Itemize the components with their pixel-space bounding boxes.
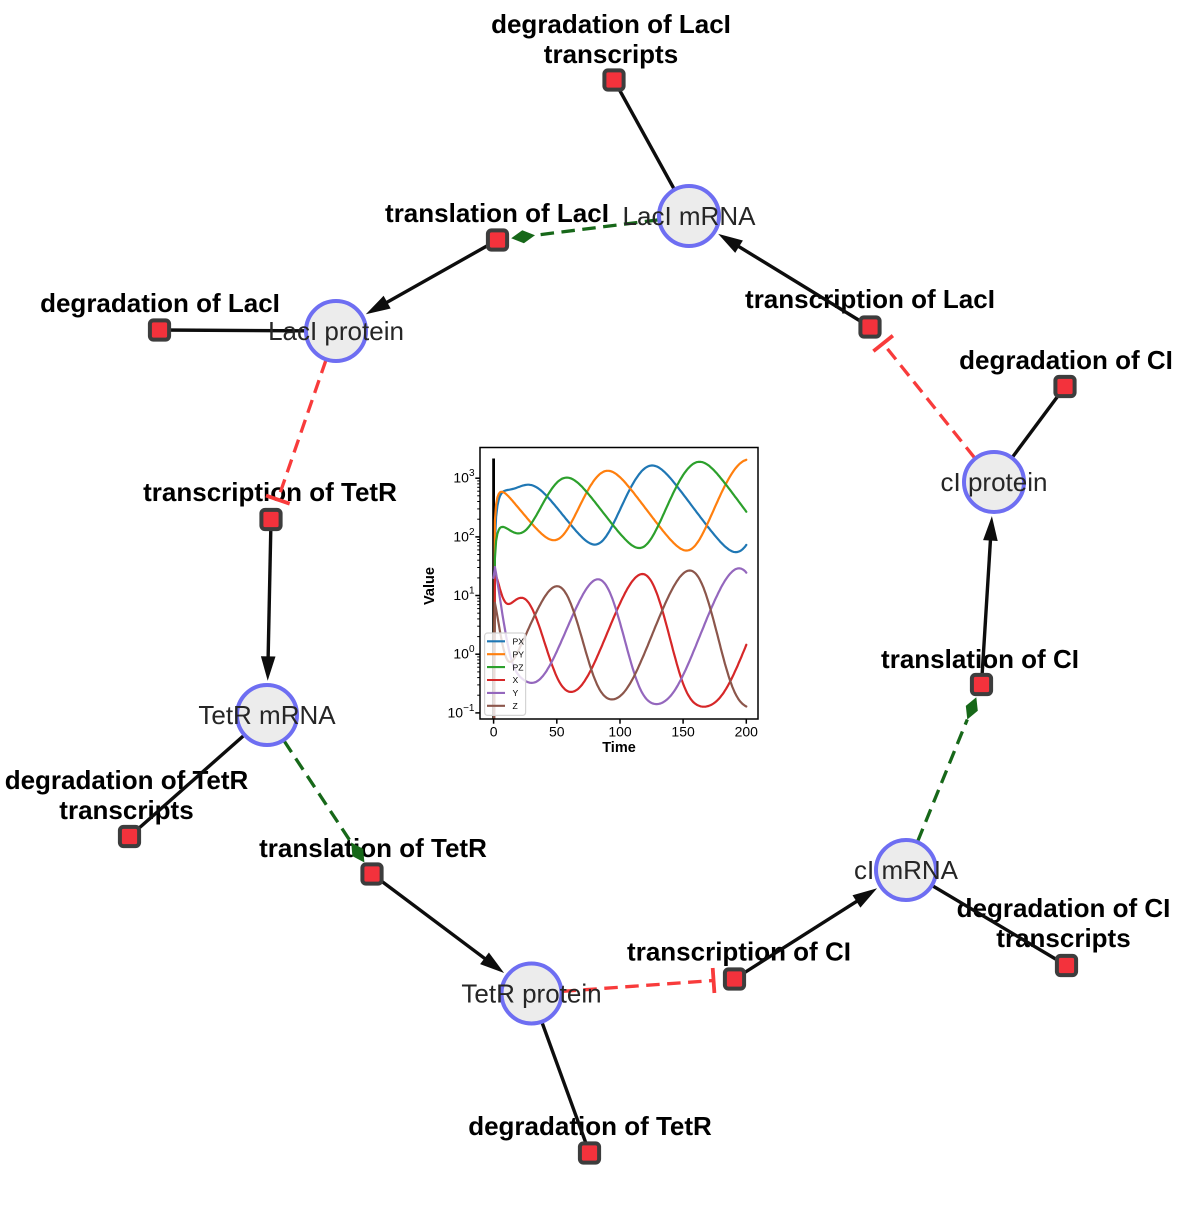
svg-text:degradation of LacI: degradation of LacI xyxy=(491,9,731,39)
svg-text:Value: Value xyxy=(422,567,438,605)
svg-text:X: X xyxy=(513,675,519,685)
svg-text:degradation of CI: degradation of CI xyxy=(959,345,1173,375)
svg-text:cI mRNA: cI mRNA xyxy=(854,855,959,885)
svg-text:transcripts: transcripts xyxy=(996,923,1130,953)
svg-text:200: 200 xyxy=(735,724,759,740)
svg-text:Z: Z xyxy=(513,701,518,711)
svg-text:50: 50 xyxy=(549,724,565,740)
svg-text:PX: PX xyxy=(513,637,525,647)
svg-text:transcription of LacI: transcription of LacI xyxy=(745,284,995,314)
svg-text:Y: Y xyxy=(513,688,519,698)
svg-text:150: 150 xyxy=(671,724,695,740)
svg-text:100: 100 xyxy=(608,724,632,740)
svg-text:Time: Time xyxy=(602,740,636,756)
svg-text:degradation of TetR: degradation of TetR xyxy=(5,765,249,795)
svg-text:degradation of TetR: degradation of TetR xyxy=(468,1111,712,1141)
svg-text:0: 0 xyxy=(490,724,498,740)
svg-text:transcription of CI: transcription of CI xyxy=(627,937,851,967)
svg-text:LacI protein: LacI protein xyxy=(268,316,404,346)
svg-text:LacI mRNA: LacI mRNA xyxy=(623,201,757,231)
svg-text:translation of CI: translation of CI xyxy=(881,644,1079,674)
svg-text:TetR protein: TetR protein xyxy=(461,979,601,1009)
svg-text:degradation of LacI: degradation of LacI xyxy=(40,288,280,318)
svg-text:cI protein: cI protein xyxy=(941,467,1048,497)
svg-text:PY: PY xyxy=(513,649,525,659)
svg-text:degradation of CI: degradation of CI xyxy=(957,893,1171,923)
svg-text:PZ: PZ xyxy=(513,662,524,672)
svg-text:translation of LacI: translation of LacI xyxy=(385,198,609,228)
svg-text:translation of TetR: translation of TetR xyxy=(259,833,487,863)
svg-text:transcripts: transcripts xyxy=(544,39,678,69)
svg-text:transcription of TetR: transcription of TetR xyxy=(143,477,397,507)
svg-text:TetR mRNA: TetR mRNA xyxy=(198,700,336,730)
